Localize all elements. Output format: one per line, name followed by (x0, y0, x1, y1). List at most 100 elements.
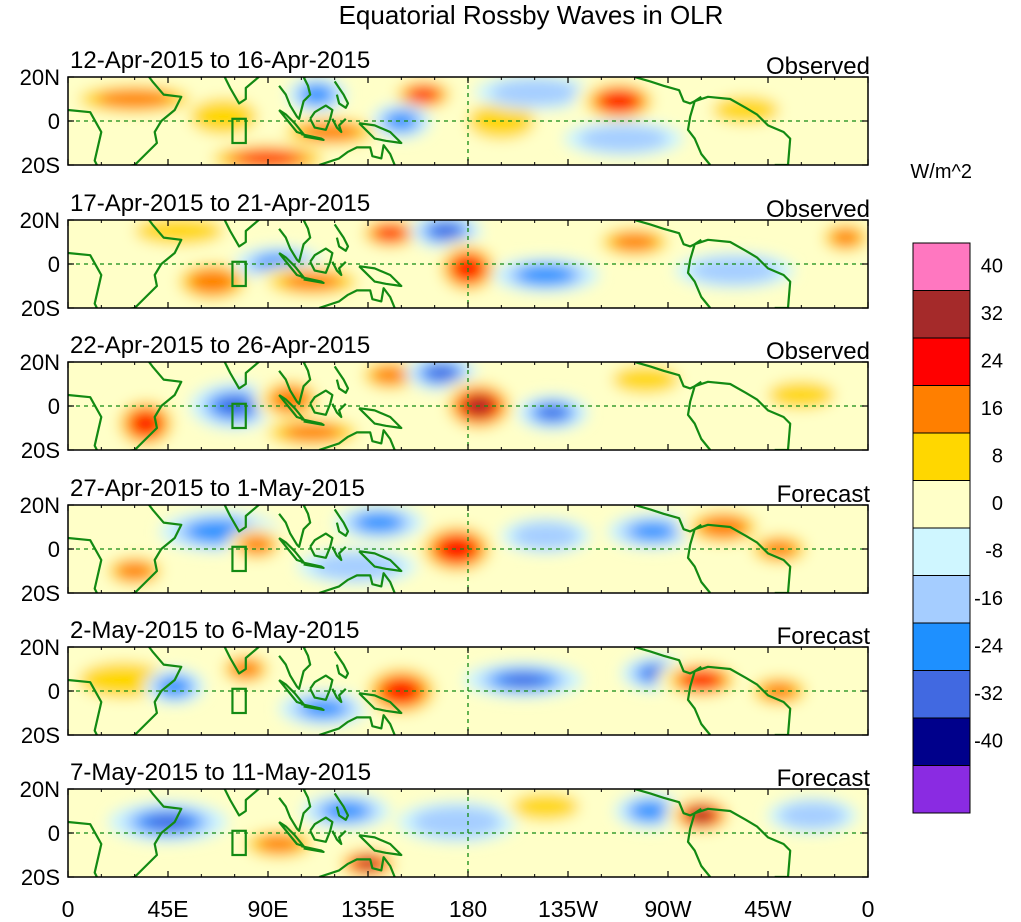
anomaly-band (630, 522, 675, 541)
panel-kind-label: Forecast (777, 623, 871, 650)
colorbar-swatch (912, 670, 971, 719)
panel: 22-Apr-2015 to 26-Apr-2015 Observed 20N 0 20… (20, 332, 870, 463)
panel-date-range: 27-Apr-2015 to 1-May-2015 (70, 475, 365, 502)
coastlines (68, 505, 792, 593)
region-box (231, 260, 247, 288)
colorbar-label: -8 (985, 541, 1003, 563)
panel: 2-May-2015 to 6-May-2015 Forecast 20N 0 20S (20, 617, 871, 748)
colorbar-label: 16 (981, 398, 1003, 420)
coastlines (68, 362, 792, 450)
y-tick-label: 20S (21, 153, 60, 178)
anomaly-band (612, 366, 680, 393)
colorbar-swatch (912, 290, 971, 339)
anomaly-band (134, 220, 224, 245)
anomaly-band (579, 125, 668, 152)
colorbar-label: 40 (981, 256, 1003, 278)
anomaly-band (409, 87, 438, 102)
panel-kind-label: Forecast (777, 481, 871, 508)
colorbar-label: 0 (992, 493, 1003, 515)
anomaly-band (357, 858, 379, 870)
anomaly-band (690, 257, 780, 284)
panel-kind-label: Forecast (777, 765, 871, 792)
panel-date-range: 12-Apr-2015 to 16-Apr-2015 (70, 47, 370, 74)
y-tick-label: 0 (48, 821, 60, 846)
coastlines (68, 77, 792, 165)
anomaly-band (430, 223, 462, 239)
panel-kind-label: Observed (766, 53, 870, 80)
colorbar-label: 32 (981, 303, 1003, 325)
anomaly-band (412, 806, 502, 838)
anomaly-band (512, 793, 580, 820)
y-tick-label: 20N (20, 65, 60, 90)
x-tick-label: 90E (248, 896, 289, 922)
anomaly-band (831, 228, 861, 247)
panel-date-range: 2-May-2015 to 6-May-2015 (70, 617, 359, 644)
y-tick-label: 20N (20, 777, 60, 802)
x-axis: 0 45E 90E 135E 180 135W 90W 45W 0 (62, 896, 875, 922)
panel: 7-May-2015 to 11-May-2015 Forecast 20N 0 20S (20, 759, 871, 890)
y-tick-label: 20S (21, 865, 60, 890)
colorbar-label: -16 (974, 588, 1003, 610)
colorbar-label: -32 (974, 683, 1003, 705)
colorbar-label: 8 (992, 446, 1003, 468)
anomaly-band (372, 366, 409, 385)
panel-kind-label: Observed (766, 196, 870, 223)
panel-field (68, 220, 868, 308)
anomaly-band (96, 89, 173, 109)
y-tick-label: 20S (21, 723, 60, 748)
panel: 27-Apr-2015 to 1-May-2015 Forecast 20N 0 20S (20, 475, 871, 606)
anomaly-band (611, 232, 658, 252)
anomaly-band (115, 561, 154, 581)
y-tick-label: 20N (20, 350, 60, 375)
panel: 12-Apr-2015 to 16-Apr-2015 Observed 20N 0 20… (20, 47, 870, 178)
anomaly-band (383, 679, 419, 703)
panel-date-range: 17-Apr-2015 to 21-Apr-2015 (70, 190, 370, 217)
anomaly-band (376, 226, 405, 241)
panel-kind-label: Observed (766, 338, 870, 365)
panel-date-range: 7-May-2015 to 11-May-2015 (70, 759, 371, 786)
anomaly-band (501, 673, 546, 687)
anomaly-band (190, 99, 257, 135)
anomaly-band (270, 386, 310, 413)
chart-title: Equatorial Rossby Waves in OLR (339, 0, 724, 30)
colorbar-label: -24 (974, 636, 1003, 658)
anomaly-band (131, 412, 160, 436)
y-tick-label: 20N (20, 208, 60, 233)
y-tick-label: 20S (21, 296, 60, 321)
anomaly-band (779, 802, 846, 829)
anomaly-band (355, 513, 403, 532)
x-tick-label: 45E (148, 896, 189, 922)
panel-field (68, 647, 868, 735)
region-box (231, 829, 247, 857)
anomaly-band (146, 814, 190, 830)
region-box (231, 117, 247, 145)
region-box (231, 545, 247, 573)
region-box (231, 687, 247, 715)
anomaly-band (300, 84, 334, 105)
colorbar-swatch (912, 337, 971, 386)
colorbar-swatch (912, 575, 971, 624)
x-tick-label: 90W (644, 896, 692, 922)
anomaly-band (301, 699, 346, 718)
x-tick-label: 0 (62, 896, 75, 922)
anomaly-band (490, 79, 580, 106)
anomaly-band (599, 91, 639, 112)
y-tick-label: 20S (21, 581, 60, 606)
region-box (231, 402, 247, 430)
colorbar-swatch (912, 432, 971, 481)
anomaly-band (240, 151, 296, 165)
anomaly-band (425, 365, 457, 381)
panel-group: 12-Apr-2015 to 16-Apr-2015 Observed 20N 0 20… (20, 47, 871, 890)
anomaly-band (437, 536, 477, 562)
anomaly-band (386, 111, 417, 131)
panel-field (68, 77, 868, 165)
anomaly-band (682, 671, 720, 689)
y-tick-label: 20S (21, 438, 60, 463)
y-tick-label: 20N (20, 635, 60, 660)
colorbar: W/m^2 40 32 24 16 8 0 -8 -16 -24 -32 -40 (910, 161, 1003, 814)
anomaly-band (712, 96, 780, 124)
x-tick-label: 135E (341, 896, 395, 922)
colorbar-label: -40 (974, 731, 1003, 753)
colorbar-units: W/m^2 (910, 161, 972, 183)
